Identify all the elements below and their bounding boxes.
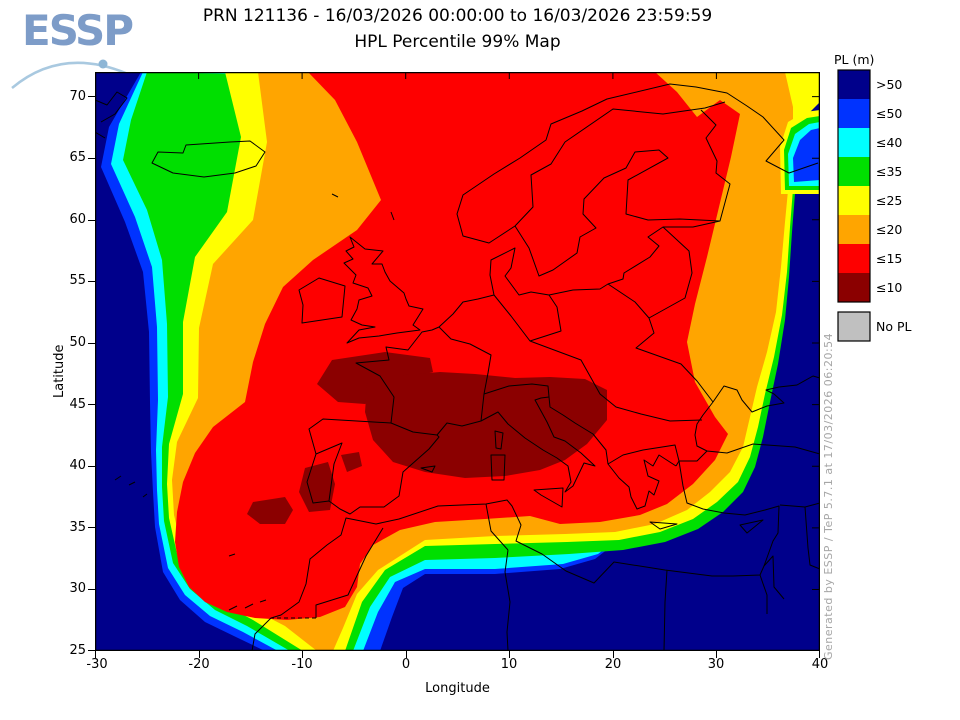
- legend-label-le15: ≤15: [876, 251, 903, 266]
- legend-label-le25: ≤25: [876, 193, 903, 208]
- essp-logo-text: ESSP: [22, 6, 134, 55]
- chart-title-line2: HPL Percentile 99% Map: [354, 32, 561, 52]
- coast-ireland: [298, 277, 346, 324]
- coast-italy: [436, 396, 596, 493]
- legend-swatch-le10: [838, 273, 870, 302]
- pocket-blue-core: [793, 128, 820, 182]
- legend-title: PL (m): [834, 52, 875, 67]
- generated-by-watermark: Generated by ESSP / TeP 5.7.1 at 17/03/2…: [822, 332, 835, 660]
- coast-iberia: [306, 418, 440, 515]
- border-central-europe: [438, 294, 703, 422]
- essp-logo-arc: [11, 59, 129, 89]
- ylab-30: 30: [69, 581, 86, 596]
- xtick-20: [613, 651, 614, 658]
- legend-colorbar: [837, 69, 871, 342]
- legend-label-gt50: >50: [876, 77, 903, 92]
- border-scandinavia-internal: [514, 101, 731, 227]
- legend-swatch-le15: [838, 244, 870, 273]
- logo-dot: [98, 59, 108, 69]
- ytick-55: [88, 281, 95, 282]
- legend-label-le20: ≤20: [876, 222, 903, 237]
- legend-label-le10: ≤10: [876, 280, 903, 295]
- ylab-70: 70: [69, 89, 86, 104]
- xlab-20: 20: [604, 657, 622, 672]
- patch-atlantic-madeira: [247, 497, 293, 524]
- border-levant: [759, 502, 820, 614]
- legend-swatch-le25: [838, 186, 870, 215]
- y-axis-title: Latitude: [52, 344, 67, 398]
- legend-swatch-le35: [838, 157, 870, 186]
- ylab-40: 40: [69, 458, 86, 473]
- ylab-45: 45: [69, 397, 86, 412]
- xlab-30: 30: [707, 657, 725, 672]
- islands: [114, 193, 764, 611]
- ytick-65: [88, 158, 95, 159]
- xlab-10: 10: [500, 657, 518, 672]
- xlab-m10: -10: [291, 657, 313, 672]
- xtick-30: [716, 651, 717, 658]
- legend-swatch-le50: [838, 99, 870, 128]
- x-axis-title: Longitude: [425, 681, 490, 696]
- logo-swoosh: [11, 61, 129, 89]
- ylab-35: 35: [69, 520, 86, 535]
- coast-iceland: [151, 140, 266, 178]
- map-frame: [95, 72, 820, 651]
- coast-uk: [343, 236, 424, 344]
- ylab-55: 55: [69, 273, 86, 288]
- ytick-35: [88, 527, 95, 528]
- border-iberia-internal: [315, 422, 438, 502]
- xtick-m20: [199, 651, 200, 658]
- ytick-25: [88, 650, 95, 651]
- ytick-30: [88, 589, 95, 590]
- coast-aegean-blacksea: [675, 375, 820, 467]
- legend-label-le40: ≤40: [876, 135, 903, 150]
- coast-adriatic-greece: [548, 396, 677, 510]
- coast-scandinavia-baltic: [456, 83, 819, 296]
- coast-greenland-corner: [95, 91, 128, 139]
- chart-title-line1: PRN 121136 - 16/03/2026 00:00:00 to 16/0…: [202, 6, 713, 26]
- inner-ticks: [198, 72, 820, 590]
- border-north-africa: [315, 503, 668, 651]
- legend-label-le35: ≤35: [876, 164, 903, 179]
- legend-swatch-nopl: [837, 311, 871, 342]
- ytick-60: [88, 220, 95, 221]
- patch-portugal: [299, 462, 335, 512]
- ylab-50: 50: [69, 335, 86, 350]
- legend-frame: [837, 69, 871, 303]
- xtick-m10: [302, 651, 303, 658]
- border-baltic-east: [607, 226, 714, 403]
- patch-france: [317, 352, 433, 404]
- ylab-65: 65: [69, 150, 86, 165]
- coast-france-west: [355, 294, 495, 424]
- xlab-m20: -20: [188, 657, 210, 672]
- patch-central-spain: [341, 452, 362, 472]
- ytick-40: [88, 466, 95, 467]
- legend-swatch-le40: [838, 128, 870, 157]
- legend-swatch-gt50: [838, 70, 870, 99]
- xtick-10: [509, 651, 510, 658]
- hpl-map: [95, 72, 820, 651]
- xlab-m30: -30: [86, 657, 108, 672]
- legend-label-le50: ≤50: [876, 106, 903, 121]
- chart-title-block: PRN 121136 - 16/03/2026 00:00:00 to 16/0…: [95, 3, 820, 55]
- ylab-25: 25: [69, 643, 86, 658]
- border-balkans: [607, 444, 680, 465]
- ylab-60: 60: [69, 212, 86, 227]
- xtick-0: [406, 651, 407, 658]
- coast-turkey-levant-africa: [251, 460, 780, 651]
- xtick-m30: [95, 651, 96, 658]
- ytick-50: [88, 343, 95, 344]
- country-borders: [95, 83, 820, 651]
- xlab-40: 40: [811, 657, 829, 672]
- xtick-40: [819, 651, 820, 658]
- legend-swatch-le20: [838, 215, 870, 244]
- xlab-0: 0: [401, 657, 411, 672]
- ytick-70: [88, 96, 95, 97]
- legend-label-nopl: No PL: [876, 319, 912, 334]
- ytick-45: [88, 404, 95, 405]
